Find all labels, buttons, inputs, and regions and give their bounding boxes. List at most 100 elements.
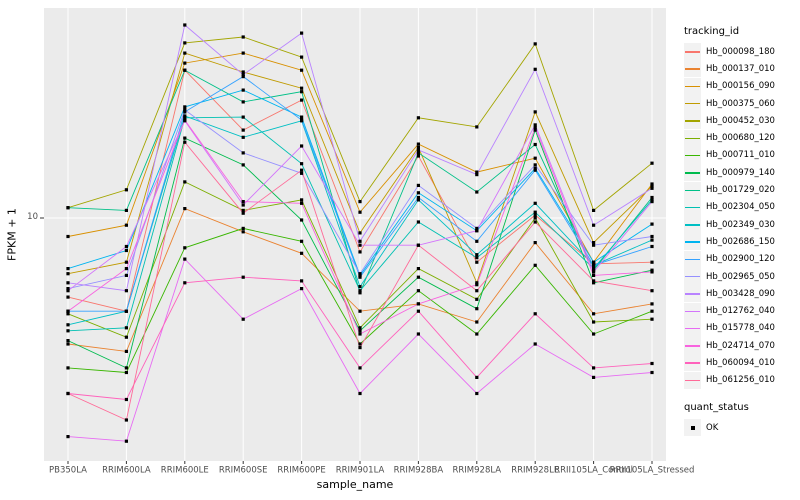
data-point-marker xyxy=(358,250,362,254)
data-point-marker xyxy=(650,234,654,239)
legend-key xyxy=(684,164,701,182)
data-point-marker xyxy=(533,213,537,217)
data-point-marker xyxy=(650,222,654,226)
data-point-marker xyxy=(475,260,479,264)
data-point-marker xyxy=(533,123,537,127)
legend-item: Hb_001729_020 xyxy=(684,181,798,199)
legend-item: Hb_000979_140 xyxy=(684,164,798,182)
data-point-marker xyxy=(475,190,479,194)
legend-item-label: Hb_000452_030 xyxy=(706,115,775,126)
data-point-marker xyxy=(650,186,654,190)
data-point-marker xyxy=(124,439,128,443)
data-point-marker xyxy=(66,295,70,299)
data-point-marker xyxy=(358,275,362,279)
x-tick-label: RRII105LA_Control xyxy=(554,466,633,476)
legend-key xyxy=(684,250,701,268)
legend-key xyxy=(684,233,701,251)
legend-item: Hb_012762_040 xyxy=(684,302,798,320)
data-point-marker xyxy=(183,180,187,184)
data-point-marker xyxy=(650,309,654,313)
data-point-marker xyxy=(533,201,537,205)
legend-key xyxy=(684,181,701,199)
legend-key xyxy=(684,146,701,164)
legend-color-line-icon xyxy=(685,362,700,364)
data-point-marker xyxy=(592,208,596,212)
legend-item-label: Hb_000711_010 xyxy=(706,150,775,161)
legend-item-label: Hb_061256_010 xyxy=(706,375,775,386)
data-point-marker xyxy=(66,234,70,239)
data-point-marker xyxy=(300,287,304,291)
data-point-marker xyxy=(124,208,128,212)
data-point-marker xyxy=(241,203,245,207)
data-point-marker xyxy=(241,128,245,132)
legend-item: Hb_000098_180 xyxy=(684,43,798,61)
data-point-marker xyxy=(300,171,304,175)
legend-key xyxy=(684,43,701,61)
data-point-marker xyxy=(416,267,420,271)
data-point-marker xyxy=(300,31,304,35)
data-point-marker xyxy=(592,241,596,245)
data-point-marker xyxy=(66,329,70,333)
legend-color-line-icon xyxy=(685,154,700,157)
data-point-marker xyxy=(241,75,245,79)
legend-color-line-icon xyxy=(685,293,700,295)
legend-title-tracking-id: tracking_id xyxy=(684,26,740,37)
legend-item: Hb_000680_120 xyxy=(684,129,798,147)
data-point-marker xyxy=(533,241,537,245)
quant-status-section: quant_status OK xyxy=(684,402,798,437)
data-point-marker xyxy=(124,267,128,271)
data-point-marker xyxy=(66,287,70,291)
data-point-marker xyxy=(124,223,128,227)
legend-color-line-icon xyxy=(685,276,700,278)
data-point-marker xyxy=(358,291,362,295)
data-point-marker xyxy=(358,332,362,336)
quant-status-item: OK xyxy=(684,419,798,437)
legend-item-label: Hb_002304_050 xyxy=(706,202,775,213)
data-point-marker xyxy=(300,198,304,202)
data-point-marker xyxy=(592,375,596,379)
legend-item-label: Hb_000156_090 xyxy=(706,81,775,92)
data-point-marker xyxy=(358,309,362,313)
data-point-marker xyxy=(533,220,537,224)
data-point-marker xyxy=(66,391,70,396)
data-point-marker xyxy=(475,253,479,257)
data-point-marker xyxy=(416,191,420,195)
data-point-marker xyxy=(358,326,362,330)
data-point-marker xyxy=(124,188,128,192)
legend-item-label: Hb_003428_090 xyxy=(706,288,775,299)
data-point-marker xyxy=(475,229,479,233)
data-point-marker xyxy=(650,317,654,321)
data-point-marker xyxy=(241,151,245,155)
data-point-marker xyxy=(592,279,596,283)
data-point-marker xyxy=(533,263,537,267)
data-point-marker xyxy=(183,140,187,144)
data-point-marker xyxy=(650,195,654,200)
legend-color-line-icon xyxy=(685,206,700,209)
data-point-marker xyxy=(416,220,420,224)
data-point-marker xyxy=(416,198,420,202)
data-point-marker xyxy=(475,289,479,293)
data-point-marker xyxy=(124,335,128,339)
data-point-marker xyxy=(183,41,187,45)
data-point-marker xyxy=(475,125,479,129)
data-point-marker xyxy=(416,145,420,149)
data-point-marker xyxy=(592,263,596,267)
data-point-marker xyxy=(416,116,420,120)
data-point-marker xyxy=(650,182,654,186)
data-point-marker xyxy=(533,42,537,46)
legend-color-line-icon xyxy=(685,327,700,330)
legend-key xyxy=(684,129,701,147)
legend-item-label: Hb_000375_060 xyxy=(706,98,775,109)
data-point-marker xyxy=(475,239,479,243)
data-point-marker xyxy=(650,268,654,272)
data-point-marker xyxy=(533,67,537,71)
data-point-marker xyxy=(650,270,654,274)
data-point-marker xyxy=(300,239,304,243)
legend-item: Hb_002900_120 xyxy=(684,250,798,268)
legend-item-label: Hb_000680_120 xyxy=(706,133,775,144)
data-point-marker xyxy=(416,142,420,146)
data-point-marker xyxy=(533,342,537,346)
legend-item: Hb_000452_030 xyxy=(684,112,798,130)
data-point-marker xyxy=(533,312,537,316)
